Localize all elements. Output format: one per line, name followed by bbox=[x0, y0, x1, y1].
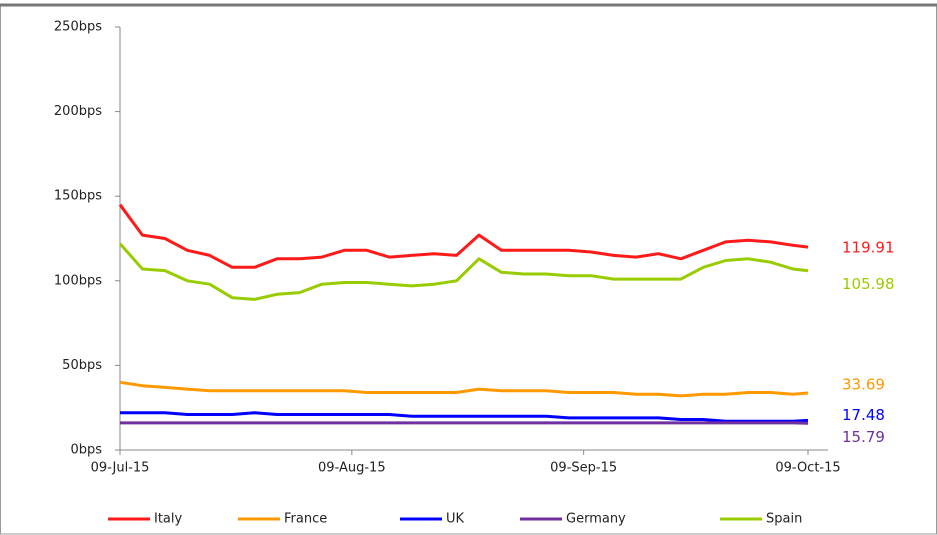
y-tick-label: 100bps bbox=[54, 273, 102, 288]
legend-label: France bbox=[284, 512, 327, 527]
end-value-label: 119.91 bbox=[842, 239, 895, 257]
x-tick-label: 09-Oct-15 bbox=[775, 461, 840, 476]
legend-label: UK bbox=[446, 512, 465, 527]
end-value-label: 105.98 bbox=[842, 275, 895, 293]
y-tick-label: 0bps bbox=[70, 443, 102, 458]
y-tick-label: 50bps bbox=[62, 358, 102, 373]
x-tick-label: 09-Jul-15 bbox=[91, 461, 150, 476]
y-tick-label: 250bps bbox=[54, 20, 102, 35]
legend-label: Germany bbox=[566, 512, 626, 527]
series-line bbox=[118, 242, 809, 301]
y-tick-label: 150bps bbox=[54, 189, 102, 204]
series-line bbox=[119, 380, 809, 398]
legend-label: Spain bbox=[766, 512, 802, 527]
end-value-label: 17.48 bbox=[842, 406, 885, 424]
series-line bbox=[120, 411, 809, 423]
end-value-label: 15.79 bbox=[842, 428, 885, 446]
end-value-label: 33.69 bbox=[842, 375, 885, 393]
series-line bbox=[118, 203, 809, 269]
x-tick-label: 09-Aug-15 bbox=[318, 461, 386, 476]
legend-label: Italy bbox=[154, 512, 183, 527]
y-tick-label: 200bps bbox=[54, 104, 102, 119]
x-tick-label: 09-Sep-15 bbox=[550, 461, 617, 476]
